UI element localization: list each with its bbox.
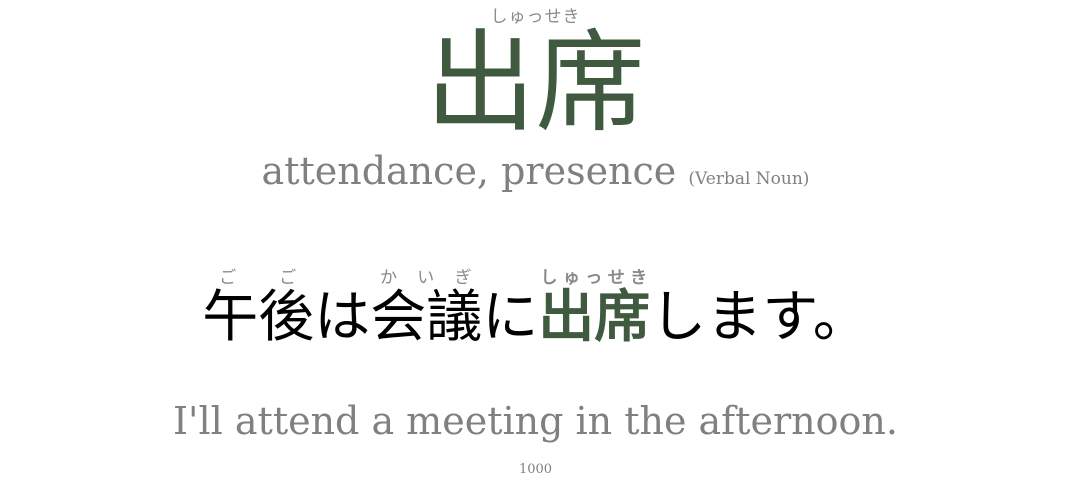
segment-furigana: ごご (202, 268, 315, 288)
word-meaning: attendance, presence (261, 149, 677, 193)
card-number: 1000 (518, 462, 553, 477)
sentence-segment-particle: は (314, 285, 371, 350)
segment-furigana: かいぎ (370, 268, 483, 288)
example-sentence: 午後ごごは会議かいぎに出席しゅっせきします。 (0, 268, 1071, 350)
sentence-translation: I'll attend a meeting in the afternoon. (173, 399, 898, 443)
word-kanji: 出席 (425, 19, 646, 147)
sentence-segment-afternoon: 午後ごご (202, 268, 315, 350)
segment-text: 午後 (202, 285, 315, 350)
sentence-segment-target-word: 出席しゅっせき (538, 268, 651, 350)
segment-text: 出席 (538, 285, 651, 350)
sentence-segment-meeting: 会議かいぎ (370, 268, 483, 350)
word-definition: attendance, presence (Verbal Noun) (0, 148, 1071, 202)
word-reading: しゅっせき (490, 7, 581, 27)
sentence-segment-verb: します。 (650, 285, 869, 350)
segment-furigana: しゅっせき (538, 268, 651, 288)
part-of-speech: (Verbal Noun) (688, 169, 810, 189)
segment-text: 会議 (370, 285, 483, 350)
sentence-segment-particle: に (482, 285, 539, 350)
